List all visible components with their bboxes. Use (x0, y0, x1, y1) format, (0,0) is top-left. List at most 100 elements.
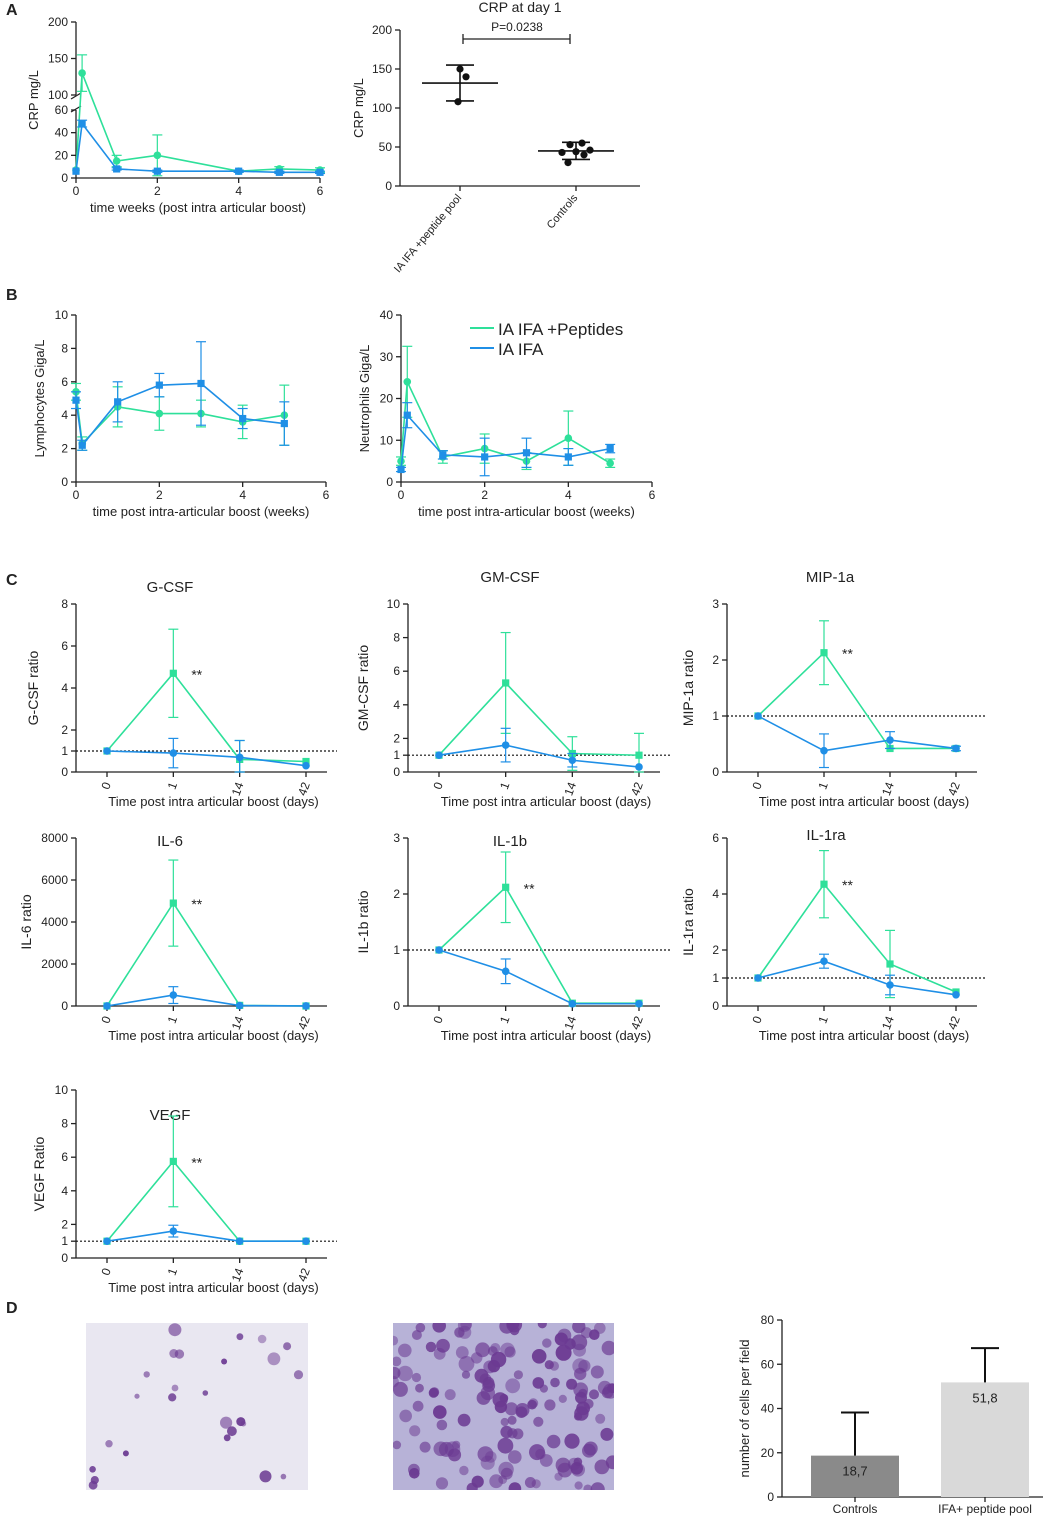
il-1ra-x-label: Time post intra articular boost (days) (759, 1028, 969, 1043)
lymphocytes-y-tick-label-0: 0 (61, 475, 68, 489)
mip-1a-title: MIP-1a (806, 569, 855, 586)
crp-time-s1-point-4 (235, 167, 243, 175)
il-1b-s1-point-0 (435, 946, 443, 954)
lymphocytes-x-tick-label-3: 6 (323, 488, 330, 502)
stained-cell (436, 1419, 448, 1431)
crp-time-s1-point-1 (78, 120, 86, 128)
vegf-y-tick-label-6: 10 (55, 1083, 69, 1097)
legend-ifa-label: IA IFA (498, 340, 544, 359)
cells-per-field-y-label: number of cells per field (737, 1339, 752, 1477)
stained-cell (544, 1399, 556, 1411)
g-csf-x-tick-label-2: 14 (229, 780, 247, 798)
stained-cell (499, 1323, 515, 1334)
vegf-x-tick-label-3: 42 (295, 1266, 313, 1284)
stained-cell (571, 1334, 588, 1351)
stained-cell (575, 1391, 587, 1404)
mip-1a-x-tick-label-2: 14 (879, 780, 897, 798)
stained-cell (557, 1462, 573, 1478)
il-1b-significance: ** (524, 880, 535, 896)
stained-cell (412, 1400, 424, 1412)
il-1b-series-line-1 (438, 949, 639, 1005)
il-6-significance: ** (191, 896, 202, 912)
lymphocytes-y-tick-label-3: 6 (61, 375, 68, 389)
vegf-x-label: Time post intra articular boost (days) (108, 1280, 318, 1295)
stained-cell (546, 1434, 561, 1449)
neutrophils-s1-point-6 (606, 445, 614, 453)
stained-cell (508, 1450, 522, 1464)
il-1b-series-line-0 (438, 886, 639, 1005)
gm-csf-series-line-0 (438, 681, 640, 756)
il-1b-y-tick-label-1: 1 (393, 943, 400, 957)
stained-cell (280, 1473, 287, 1480)
stained-cell (444, 1389, 456, 1401)
stained-cell (457, 1413, 471, 1427)
gm-csf-x-tick-label-2: 14 (561, 780, 579, 798)
stained-cell (583, 1484, 593, 1490)
il-1ra-x-tick-label-2: 14 (879, 1014, 897, 1032)
stained-cell (174, 1349, 185, 1359)
gm-csf-x-tick-label-0: 0 (430, 780, 446, 791)
cells-per-field-y-tick-label-3: 60 (761, 1357, 775, 1371)
g-csf-s1-point-1 (169, 749, 178, 757)
crp-day1-point-0-2 (456, 65, 464, 73)
lymphocytes-y-tick-label-2: 4 (61, 408, 68, 422)
gm-csf-y-tick-label-2: 2 (393, 731, 400, 745)
g-csf-y-tick-label-0: 0 (61, 765, 68, 779)
crp-day1-point-1-6 (578, 139, 586, 147)
stained-cell (171, 1384, 179, 1392)
neutrophils-x-tick-label-1: 2 (481, 488, 488, 502)
mip-1a-x-label: Time post intra articular boost (days) (759, 794, 969, 809)
il-1b-y-tick-label-3: 3 (393, 831, 400, 845)
stained-cell (257, 1334, 267, 1344)
gm-csf-s0-point-1 (502, 679, 510, 687)
il-1b-y-label: IL-1b ratio (355, 890, 371, 953)
neutrophils-x-label: time post intra-articular boost (weeks) (418, 504, 635, 519)
gm-csf-y-tick-label-3: 4 (393, 698, 400, 712)
lymphocytes-series-line-1 (75, 382, 285, 448)
stained-cell (105, 1440, 113, 1448)
mip-1a-x-tick-label-3: 42 (945, 780, 963, 798)
crp-time-s1-point-5 (275, 168, 283, 176)
lymphocytes-x-label: time post intra-articular boost (weeks) (93, 504, 310, 519)
stained-cell (466, 1482, 478, 1490)
neutrophils-s1-point-3 (481, 453, 489, 461)
stained-cell (236, 1417, 246, 1427)
stained-cell (393, 1335, 399, 1346)
stained-cell (293, 1370, 304, 1380)
il-1ra-s1-point-2 (886, 981, 894, 989)
neutrophils-s1-point-5 (564, 453, 572, 461)
stained-cell (558, 1394, 567, 1403)
panel-label-b: B (6, 287, 18, 304)
il-6-y-label: IL-6 ratio (18, 894, 34, 949)
il-1b-s1-point-3 (635, 999, 643, 1008)
neutrophils-s1-point-0 (397, 465, 405, 474)
stained-cell (459, 1465, 469, 1476)
stained-cell (595, 1413, 606, 1424)
crp-time-x-label: time weeks (post intra articular boost) (90, 200, 306, 215)
stained-cell (411, 1330, 422, 1340)
neutrophils-s1-point-2 (439, 451, 447, 459)
mip-1a-series-line-0 (757, 651, 956, 750)
neutrophils-series-line-0 (400, 378, 611, 464)
stained-cell (515, 1403, 530, 1417)
crp-day1-point-1-5 (566, 141, 574, 149)
stained-cell (533, 1416, 544, 1427)
stained-cell (89, 1466, 96, 1473)
stained-cell (574, 1481, 583, 1490)
cells-per-field-y-tick-label-2: 40 (761, 1402, 775, 1416)
gm-csf-y-tick-label-1: 1 (393, 748, 400, 762)
stained-cell (574, 1367, 587, 1381)
il-1ra-x-tick-label-0: 0 (749, 1014, 765, 1025)
gm-csf-x-label: Time post intra articular boost (days) (441, 794, 651, 809)
gm-csf-s1-point-1 (501, 741, 510, 749)
crp-time-x-tick-label-1: 2 (154, 184, 161, 198)
il-1b-s0-point-1 (502, 883, 510, 891)
stained-cell (393, 1440, 402, 1450)
vegf-y-tick-label-4: 6 (61, 1150, 68, 1164)
stained-cell (607, 1383, 614, 1394)
il-1b-y-tick-label-2: 2 (393, 887, 400, 901)
il-1ra-y-tick-label-0: 0 (712, 999, 719, 1013)
stained-cell (221, 1358, 228, 1365)
lymphocytes-s0-point-3 (155, 409, 164, 418)
